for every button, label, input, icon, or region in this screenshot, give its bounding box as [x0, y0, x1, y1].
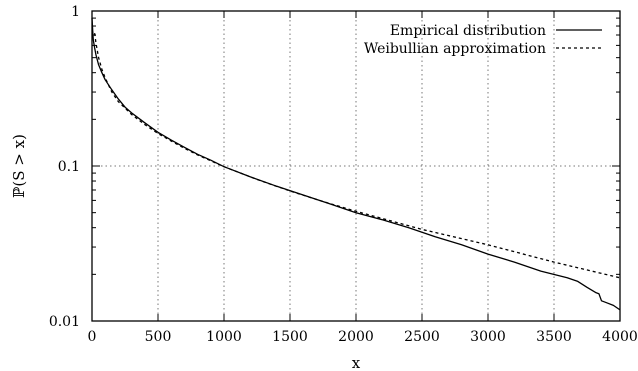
x-tick-label: 3500	[536, 329, 572, 345]
x-tick-label: 1500	[272, 329, 308, 345]
x-axis-label: x	[352, 354, 361, 371]
x-tick-label: 500	[145, 329, 172, 345]
legend-label: Weibullian approximation	[364, 41, 546, 57]
y-axis-label: ℙ(S > x)	[10, 134, 28, 198]
y-tick-label: 1	[71, 4, 80, 20]
legend: Empirical distribution Weibullian approxi…	[364, 23, 602, 57]
y-tick-label: 0.01	[49, 314, 80, 330]
grid	[92, 11, 620, 321]
x-tick-label: 4000	[602, 329, 638, 345]
x-tick-label: 0	[88, 329, 97, 345]
x-tick-label: 3000	[470, 329, 506, 345]
series-layer	[91, 18, 621, 311]
x-tick-label: 2500	[404, 329, 440, 345]
series-line	[93, 33, 621, 279]
x-tick-label: 2000	[338, 329, 374, 345]
y-tick-label: 0.1	[58, 159, 80, 175]
legend-label: Empirical distribution	[390, 23, 546, 39]
x-tick-label: 1000	[206, 329, 242, 345]
ticks: 0 500 1000 1500 2000 2500 3000 3500 4000 0.01 0.1 1	[49, 4, 638, 345]
